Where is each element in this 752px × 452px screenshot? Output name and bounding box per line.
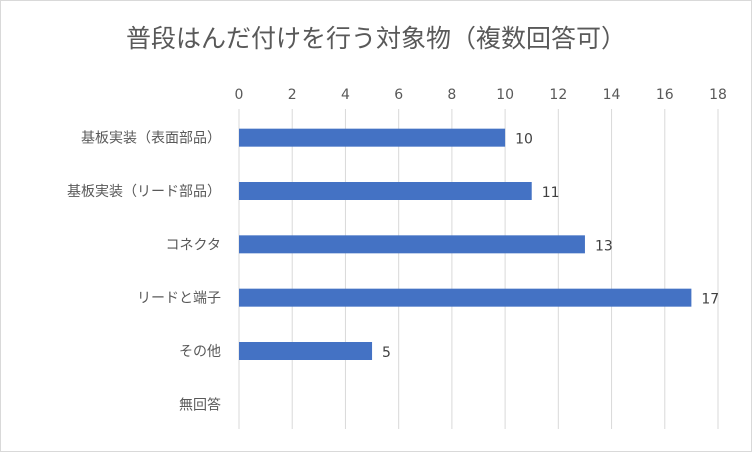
chart-title: 普段はんだ付けを行う対象物（複数回答可） — [125, 24, 626, 53]
data-label: 11 — [542, 185, 560, 201]
x-tick-label: 0 — [235, 87, 244, 103]
x-tick-label: 12 — [549, 87, 567, 103]
bar — [239, 342, 373, 360]
data-label: 17 — [701, 292, 719, 308]
bar — [239, 182, 532, 200]
x-tick-label: 16 — [656, 87, 674, 103]
x-tick-label: 18 — [709, 87, 727, 103]
x-tick-label: 6 — [394, 87, 403, 103]
bar — [239, 288, 692, 307]
data-label: 10 — [515, 132, 533, 148]
x-tick-label: 2 — [288, 87, 297, 103]
category-label: コネクタ — [166, 237, 221, 253]
x-tick-label: 10 — [496, 87, 514, 103]
category-label: 無回答 — [179, 396, 221, 413]
category-label: リードと端子 — [137, 291, 221, 307]
bar — [239, 235, 585, 254]
data-label: 13 — [595, 238, 613, 254]
category-label: 基板実装（表面部品） — [81, 130, 221, 147]
category-label: その他 — [179, 344, 221, 360]
x-tick-label: 8 — [447, 87, 456, 103]
category-label: 基板実装（リード部品） — [67, 183, 221, 200]
data-label: 5 — [382, 345, 391, 361]
bar — [239, 128, 506, 147]
x-tick-label: 4 — [341, 87, 350, 103]
x-tick-label: 14 — [603, 87, 621, 103]
